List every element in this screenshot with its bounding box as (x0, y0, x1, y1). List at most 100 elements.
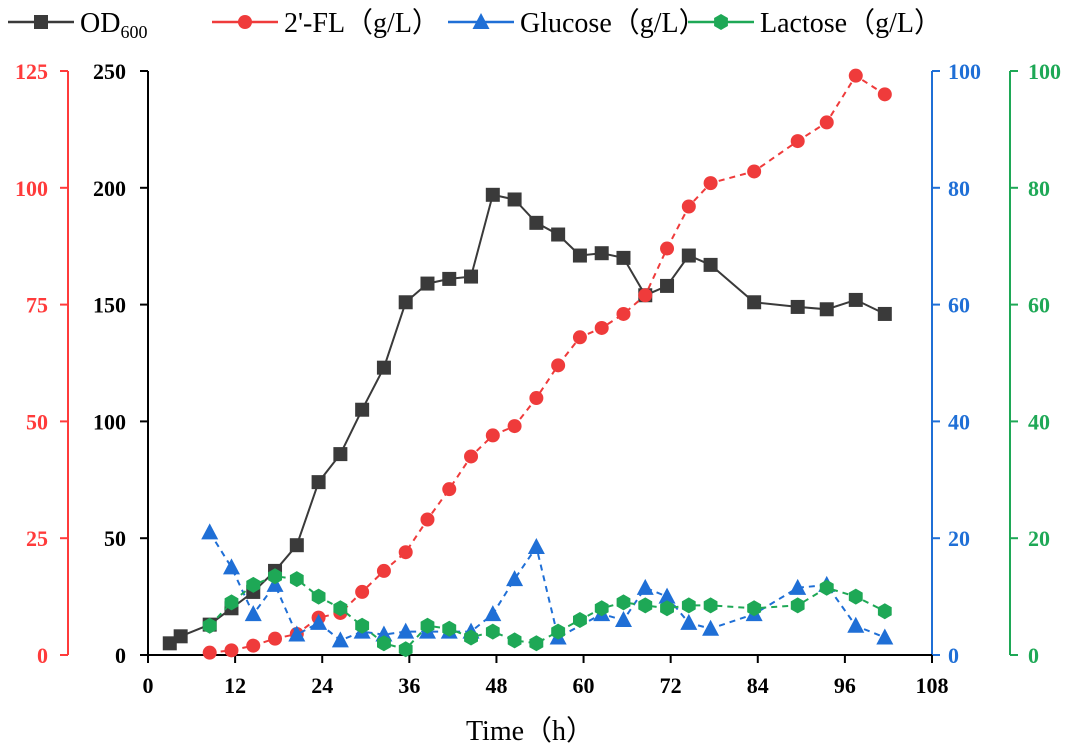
y-tick-label-od: 100 (93, 409, 126, 434)
data-point-lac (616, 594, 631, 611)
data-point-lac (573, 612, 587, 628)
y-tick-label-lac: 40 (1028, 409, 1050, 434)
x-tick-label: 36 (398, 673, 420, 698)
data-point-glc (201, 523, 219, 540)
y-tick-label-fl: 50 (26, 409, 48, 434)
data-point-od (616, 250, 631, 265)
y-tick-label-glc: 100 (948, 59, 981, 84)
x-tick-label: 108 (916, 673, 949, 698)
y-tick-label-lac: 20 (1028, 526, 1050, 551)
data-point-lac (660, 600, 674, 617)
y-tick-label-od: 0 (115, 643, 126, 668)
data-point-fl (594, 320, 609, 335)
data-point-lac (202, 617, 217, 634)
data-point-od (877, 306, 892, 321)
data-point-glc (331, 631, 349, 648)
y-tick-label-fl: 25 (26, 526, 48, 551)
data-point-lac (224, 594, 239, 611)
data-point-od (790, 299, 805, 314)
data-point-lac (289, 571, 304, 588)
data-point-od (529, 215, 544, 230)
data-point-fl (551, 358, 566, 373)
data-point-lac (246, 576, 261, 593)
y-tick-label-glc: 40 (948, 409, 970, 434)
data-point-lac (594, 600, 609, 617)
y-axis-glc: 0 20 40 60 80 100 (931, 59, 981, 668)
data-point-glc (222, 558, 240, 575)
data-point-glc (506, 570, 524, 587)
data-point-od (355, 402, 370, 417)
data-point-fl (398, 545, 413, 560)
data-point-glc (680, 613, 698, 630)
x-axis-title: Time（h） (466, 715, 594, 747)
y-tick-label-lac: 60 (1028, 293, 1050, 318)
y-tick-label-fl: 75 (26, 293, 48, 318)
series-fl (202, 68, 892, 660)
data-point-fl (660, 241, 675, 256)
data-point-lac (638, 597, 653, 614)
data-point-glc (658, 587, 676, 604)
series-line-fl (209, 74, 886, 654)
y-tick-label-od: 150 (93, 293, 126, 318)
data-point-od (420, 276, 435, 291)
y-tick-label-fl: 0 (37, 643, 48, 668)
legend-label-glc: Glucose（g/L） (520, 7, 707, 39)
y-tick-label-od: 200 (93, 176, 126, 201)
series-line-lac (208, 575, 886, 651)
y-tick-label-glc: 80 (948, 176, 970, 201)
data-point-glc (636, 578, 654, 595)
data-point-lac (333, 600, 348, 617)
y-axis-fl: 0 25 50 75 100 125 (15, 59, 69, 668)
data-point-od (376, 360, 391, 375)
data-point-glc (527, 537, 545, 554)
y-tick-label-od: 50 (104, 526, 126, 551)
data-point-fl (268, 631, 283, 646)
legend-marker-od (34, 15, 48, 29)
legend-marker-fl (238, 15, 252, 29)
data-point-od (507, 192, 522, 207)
data-point-glc (244, 605, 262, 622)
data-point-fl (529, 391, 544, 406)
data-point-od (572, 248, 587, 263)
data-point-fl (747, 164, 762, 179)
data-point-fl (202, 645, 217, 660)
data-point-fl (790, 134, 805, 149)
x-tick-label: 24 (311, 673, 333, 698)
legend-item-glc: Glucose（g/L） (448, 7, 707, 39)
legend-item-od: OD600 (8, 8, 147, 42)
legend-item-fl: 2'-FL（g/L） (212, 7, 440, 39)
x-tick-label: 0 (143, 673, 154, 698)
data-point-od (173, 629, 188, 644)
legend-marker-glc (472, 13, 490, 29)
data-point-fl (464, 449, 479, 464)
data-point-glc (614, 610, 632, 627)
y-tick-label-glc: 20 (948, 526, 970, 551)
legend-label-od: OD600 (80, 8, 147, 42)
data-point-glc (847, 616, 865, 633)
x-axis: 0 12 24 36 48 60 72 84 96 108 (143, 654, 949, 698)
data-point-lac (819, 579, 834, 596)
legend: OD600 2'-FL（g/L） Glucose（g/L） Lactose（g/L） (8, 7, 942, 42)
data-point-od (660, 278, 675, 293)
x-tick-label: 96 (834, 673, 856, 698)
y-axis-od: 0 50 100 150 200 250 (93, 59, 149, 668)
data-point-fl (224, 643, 239, 658)
y-tick-label-glc: 0 (948, 643, 959, 668)
y-tick-label-od: 250 (93, 59, 126, 84)
data-point-od (747, 295, 762, 310)
data-point-od (485, 187, 500, 202)
data-point-od (289, 538, 304, 553)
data-point-glc (789, 578, 807, 595)
data-point-lac (848, 588, 863, 605)
data-point-glc (310, 613, 328, 630)
y-tick-label-fl: 125 (15, 59, 48, 84)
legend-item-lac: Lactose（g/L） (688, 7, 942, 39)
data-point-glc (876, 628, 894, 645)
data-point-lac (551, 623, 566, 640)
data-point-fl (376, 563, 391, 578)
legend-label-fl: 2'-FL（g/L） (284, 7, 440, 39)
data-point-od (681, 248, 696, 263)
data-point-lac (398, 641, 413, 658)
series-line-glc (208, 531, 886, 642)
data-point-od (398, 295, 413, 310)
